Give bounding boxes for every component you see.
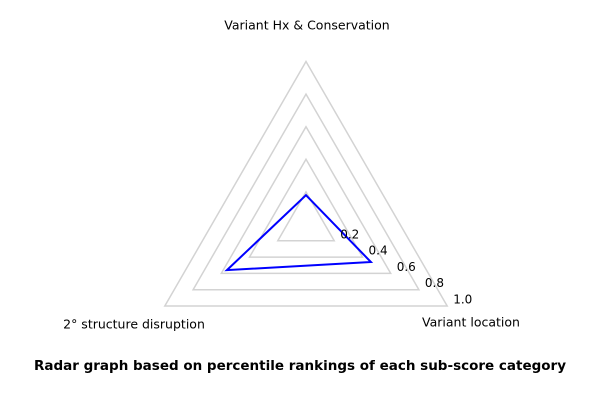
grid-ring — [248, 157, 364, 258]
grid-ring — [276, 190, 336, 242]
chart-caption: Radar graph based on percentile rankings… — [33, 358, 567, 374]
r-tick-label: 0.8 — [425, 276, 444, 290]
r-tick-label: 1.0 — [453, 293, 472, 307]
grid-ring — [163, 60, 449, 307]
axis-label-variant-hx-conservation: Variant Hx & Conservation — [224, 17, 390, 33]
grid-ring — [191, 92, 421, 291]
data-polygon — [224, 193, 374, 272]
axis-label-variant-location: Variant location — [422, 314, 520, 330]
axis-label-structure-disruption: 2° structure disruption — [63, 316, 205, 332]
r-tick-label: 0.6 — [397, 260, 416, 274]
r-tick-label: 0.4 — [369, 244, 388, 258]
grid-ring — [220, 125, 392, 275]
r-tick-label: 0.2 — [340, 227, 359, 241]
